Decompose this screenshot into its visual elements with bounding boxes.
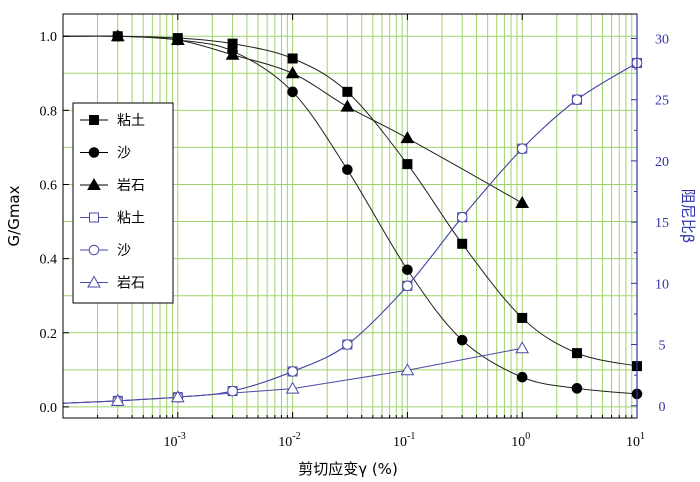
data-point-triangle [285,381,300,394]
data-point-circle [227,385,238,397]
x-tick-label: 10-1 [393,431,415,450]
y-right-tick-label: 0 [659,400,666,415]
legend-marker-square [89,115,99,125]
x-tick-label-base: 10 [511,435,525,450]
y-left-tick-label: 1.0 [40,30,58,45]
x-tick-label-base: 10 [626,435,640,450]
x-tick-label-exponent: -2 [292,431,300,442]
y-right-tick-label: 15 [655,216,669,231]
axis-ticks: 10-3 10-2 10-1 100 1010.00.20.40.60.81.00510… [40,14,669,450]
data-point-triangle [400,131,415,144]
y-right-tick-label: 10 [655,277,669,292]
x-tick-label: 101 [626,431,645,450]
data-point-circle [516,371,528,383]
legend-box [72,102,174,304]
data-point-circle [402,280,413,292]
data-point-square [402,159,413,170]
data-point-circle [402,264,413,276]
data-point-triangle [170,390,185,403]
x-tick-label: 10-3 [163,431,185,450]
data-point-triangle [515,196,530,209]
data-point-square [457,238,468,249]
legend-marker-square [89,212,99,223]
data-point-circle [456,334,468,346]
x-axis-label: 剪切应变γ (%) [298,460,398,478]
data-point-square [571,348,582,359]
x-tick-label-base: 10 [163,435,177,450]
data-point-triangle [110,29,125,42]
y-right-tick-label: 5 [659,339,666,354]
data-point-circle [456,211,468,223]
legend-label: 粘土 [117,113,145,129]
y-right-tick-label: 30 [655,32,669,47]
data-point-square [342,86,353,97]
data-point-triangle [110,393,125,406]
y-axis-label-left: G/Gmax [5,185,23,246]
data-point-triangle [400,363,415,376]
y-axis-label-right: 阻尼比β [679,189,697,244]
data-point-circle [342,339,353,350]
y-left-tick-label: 0.2 [40,327,58,342]
legend-marker-triangle [87,177,101,190]
x-tick-label: 10-2 [278,431,300,450]
y-left-tick-label: 0.8 [40,104,58,119]
x-tick-label-exponent: 1 [640,431,645,442]
x-tick-label-base: 10 [278,435,292,450]
legend-label: 粘土 [117,211,145,227]
data-point-triangle [170,32,185,45]
data-point-circle [571,94,583,105]
series-curve-square-filled [62,35,638,367]
x-tick-label: 100 [511,431,530,450]
data-point-circle [342,164,353,175]
legend-label: 岩石 [117,178,145,194]
data-point-triangle [225,47,240,60]
data-point-square [287,53,298,64]
legend-label: 沙 [117,243,131,259]
data-point-circle [287,366,298,377]
data-point-triangle [515,341,530,354]
legend-marker-triangle [87,275,101,288]
x-tick-label-exponent: -1 [407,431,415,442]
x-tick-label-exponent: 0 [525,431,530,442]
data-point-square [517,312,528,323]
series-markers [110,29,643,407]
data-point-circle [287,86,298,98]
data-point-triangle [340,99,355,112]
x-tick-label-base: 10 [393,435,407,450]
data-point-circle [571,383,583,394]
y-left-tick-label: 0.4 [40,253,58,268]
legend-label: 岩石 [117,276,145,292]
y-right-tick-label: 25 [655,94,669,109]
data-point-circle [516,143,528,154]
y-right-tick-label: 20 [655,155,669,170]
x-tick-label-exponent: -3 [177,431,185,442]
y-left-tick-label: 0.6 [40,178,58,193]
legend-marker-circle [88,147,100,158]
legend-label: 沙 [117,146,131,162]
data-point-triangle [285,66,300,79]
y-left-tick-label: 0.0 [40,401,58,416]
legend-marker-circle [88,244,100,256]
